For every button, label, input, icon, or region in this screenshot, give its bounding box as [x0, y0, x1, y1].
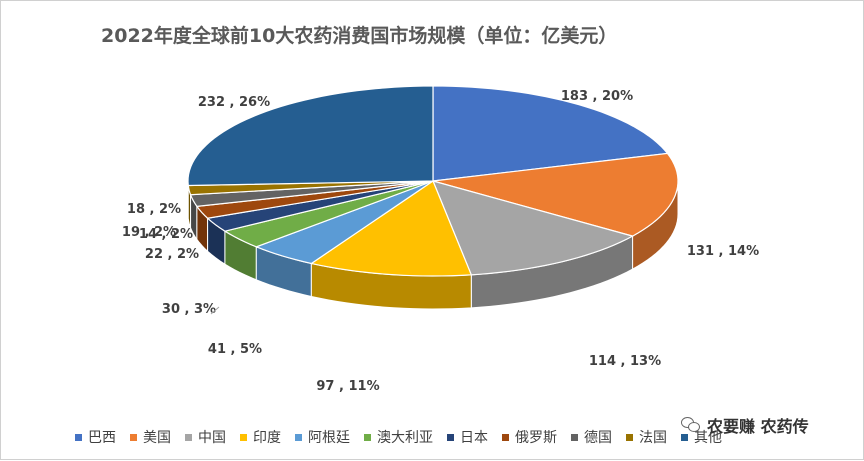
legend-label: 中国 [198, 427, 226, 447]
legend-item-印度: 印度 [240, 427, 281, 447]
legend-item-美国: 美国 [130, 427, 171, 447]
legend-swatch [130, 434, 137, 441]
legend-label: 法国 [639, 427, 667, 447]
legend-swatch [626, 434, 633, 441]
wechat-icon [681, 417, 701, 433]
legend-label: 印度 [253, 427, 281, 447]
data-label-澳大利亚: 30 , 3% [162, 302, 216, 317]
legend-swatch [240, 434, 247, 441]
data-label-阿根廷: 41 , 5% [208, 342, 262, 357]
data-label-巴西: 183 , 20% [561, 89, 633, 104]
legend-label: 巴西 [88, 427, 116, 447]
chart-legend: 巴西美国中国印度阿根廷澳大利亚日本俄罗斯德国法国其他 [75, 427, 722, 447]
legend-item-阿根廷: 阿根廷 [295, 427, 350, 447]
data-label-德国: 18 , 2% [127, 202, 181, 217]
legend-item-德国: 德国 [571, 427, 612, 447]
legend-swatch [502, 434, 509, 441]
legend-label: 阿根廷 [308, 427, 350, 447]
legend-item-巴西: 巴西 [75, 427, 116, 447]
data-label-其他: 232 , 26% [198, 95, 270, 110]
legend-item-澳大利亚: 澳大利亚 [364, 427, 433, 447]
legend-swatch [447, 434, 454, 441]
legend-swatch [364, 434, 371, 441]
legend-swatch [295, 434, 302, 441]
legend-label: 日本 [460, 427, 488, 447]
legend-item-法国: 法国 [626, 427, 667, 447]
legend-item-中国: 中国 [185, 427, 226, 447]
data-label-美国: 131 , 14% [687, 244, 759, 259]
pie-slices [188, 86, 678, 276]
data-label-法国: 14 , 2% [139, 227, 193, 242]
legend-item-日本: 日本 [447, 427, 488, 447]
legend-label: 俄罗斯 [515, 427, 557, 447]
data-label-中国: 114 , 13% [589, 354, 661, 369]
legend-swatch [185, 434, 192, 441]
legend-label: 美国 [143, 427, 171, 447]
watermark-text: 农要赚 农药传 [707, 413, 809, 437]
data-label-印度: 97 , 11% [316, 379, 379, 394]
legend-label: 澳大利亚 [377, 427, 433, 447]
legend-swatch [571, 434, 578, 441]
legend-item-俄罗斯: 俄罗斯 [502, 427, 557, 447]
watermark: 农要赚 农药传 [681, 413, 809, 437]
legend-swatch [75, 434, 82, 441]
legend-label: 德国 [584, 427, 612, 447]
data-label-日本: 22 , 2% [145, 247, 199, 262]
